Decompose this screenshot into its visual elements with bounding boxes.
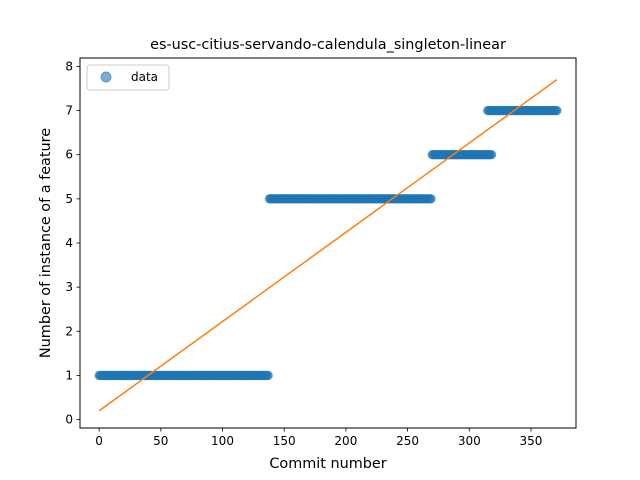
y-tick-label: 5 — [65, 192, 73, 206]
fit-line — [98, 79, 558, 412]
y-tick-label: 8 — [65, 59, 73, 73]
x-tick-label: 300 — [458, 434, 481, 448]
legend-box — [86, 64, 170, 91]
scatter-point — [552, 105, 562, 116]
x-tick-label: 100 — [211, 434, 234, 448]
scatter-point — [263, 370, 273, 381]
x-axis-label: Commit number — [269, 456, 386, 472]
plot-frame — [79, 57, 577, 429]
legend-marker-data — [100, 71, 112, 83]
y-tick-label: 6 — [65, 148, 73, 162]
legend-label-data: data — [131, 70, 158, 84]
y-tick-label: 1 — [65, 368, 73, 382]
scatter-point — [426, 194, 436, 204]
x-tick-label: 250 — [396, 434, 419, 448]
y-tick-label: 7 — [65, 104, 73, 118]
scatter-point — [486, 149, 497, 160]
x-tick-label: 200 — [334, 434, 357, 448]
plot-area — [94, 79, 562, 412]
x-tick-label: 350 — [520, 434, 543, 448]
chart-title: es-usc-citius-servando-calendula_singlet… — [150, 37, 506, 53]
y-tick-label: 0 — [65, 413, 73, 427]
x-tick-label: 150 — [273, 434, 296, 448]
axis-ticks: 0 50 100 150 200 250 300 350 0 1 2 3 4 5 6 7 8 — [65, 59, 542, 448]
x-tick-label: 50 — [153, 434, 168, 448]
x-tick-label: 0 — [95, 434, 103, 448]
legend: data — [86, 64, 170, 91]
y-tick-label: 4 — [65, 236, 73, 250]
y-tick-label: 2 — [65, 324, 73, 338]
y-axis-label: Number of instance of a feature — [38, 128, 54, 358]
y-tick-label: 3 — [65, 280, 73, 294]
